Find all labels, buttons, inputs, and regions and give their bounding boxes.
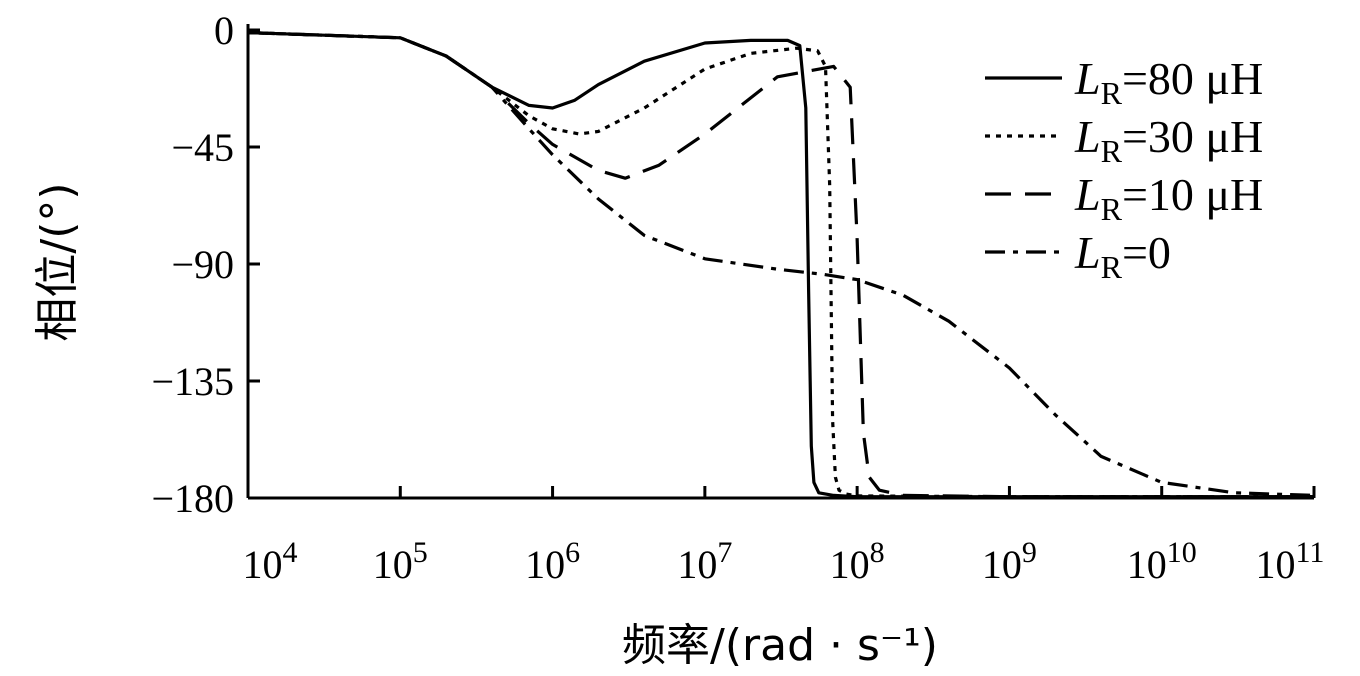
x-axis-title: 频率/(rad · s⁻¹) [622,620,938,671]
x-tick-exponent: 9 [1022,536,1037,569]
x-tick-label: 107 [677,536,732,587]
x-tick-exponent: 8 [870,536,885,569]
x-tick-label: 105 [373,536,428,587]
y-axis-title: 相位/(°) [32,182,83,341]
legend-subscript: R [1101,249,1123,285]
y-tick-label: −45 [171,125,234,170]
legend-label: LR=80 μH [1074,53,1263,111]
x-tick-exponent: 6 [565,536,580,569]
x-tick-label: 109 [982,536,1037,587]
x-tick-base: 10 [373,542,413,587]
y-tick-label: −90 [171,242,234,287]
x-tick-exponent: 10 [1167,536,1197,569]
x-tick-base: 10 [1127,542,1167,587]
legend-subscript: R [1101,191,1123,227]
legend-value: =0 [1122,227,1171,278]
legend-value: =30 μH [1122,111,1263,162]
x-tick-exponent: 4 [283,536,298,569]
x-tick-exponent: 5 [413,536,428,569]
x-tick-label: 104 [243,536,298,587]
x-tick-base: 10 [525,542,565,587]
legend-subscript: R [1101,75,1123,111]
series-line-dashdot [247,31,1315,497]
x-tick-label: 106 [525,536,580,587]
x-tick-base: 10 [1256,542,1296,587]
legend-symbol: L [1074,169,1101,220]
x-tick-base: 10 [830,542,870,587]
series-line-solid [247,31,1314,499]
legend-value: =80 μH [1122,53,1263,104]
x-tick-label: 108 [830,536,885,587]
y-tick-label: −135 [151,359,234,404]
legend-value: =10 μH [1122,169,1263,220]
legend-label: LR=0 [1074,227,1171,285]
x-tick-base: 10 [982,542,1022,587]
x-tick-label: 1010 [1127,536,1197,587]
x-tick-base: 10 [677,542,717,587]
x-tick-base: 10 [243,542,283,587]
y-tick-label: −180 [151,476,234,521]
legend-symbol: L [1074,111,1101,162]
y-tick-label: 0 [214,8,234,53]
legend-symbol: L [1074,227,1101,278]
x-tick-exponent: 7 [717,536,732,569]
legend-subscript: R [1101,133,1123,169]
legend-symbol: L [1074,53,1101,104]
legend-label: LR=10 μH [1074,169,1263,227]
series-line-dotted [247,31,1314,499]
x-tick-label: 1011 [1256,536,1325,587]
series-lines [247,31,1315,499]
legend-label: LR=30 μH [1074,111,1263,169]
x-tick-exponent: 11 [1296,536,1325,569]
